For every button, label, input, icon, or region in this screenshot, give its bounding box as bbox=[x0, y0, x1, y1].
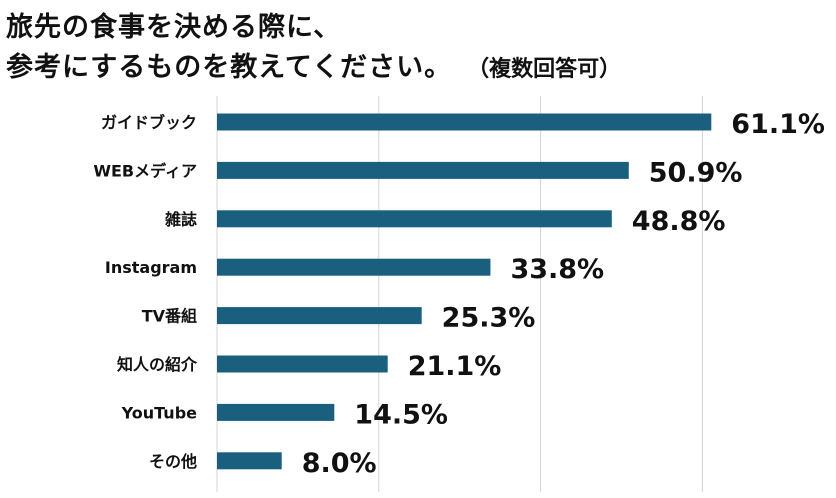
value-label: 61.1% bbox=[731, 109, 825, 140]
category-label: ガイドブック bbox=[101, 113, 197, 132]
chart-title-line-1: 旅先の食事を決める際に、 bbox=[6, 12, 342, 43]
value-label: 48.8% bbox=[632, 206, 726, 237]
bar bbox=[217, 403, 335, 421]
bar bbox=[217, 307, 422, 325]
value-label: 50.9% bbox=[649, 157, 743, 188]
category-label: YouTube bbox=[121, 403, 198, 422]
chart-title-line-2: 参考にするものを教えてください。 （複数回答可） bbox=[6, 48, 826, 90]
value-label: 14.5% bbox=[354, 399, 448, 430]
category-label: Instagram bbox=[105, 258, 197, 277]
value-label: 8.0% bbox=[302, 448, 377, 479]
category-label: WEBメディア bbox=[93, 161, 197, 180]
category-label: TV番組 bbox=[142, 307, 197, 326]
bar bbox=[217, 452, 282, 470]
bar bbox=[217, 210, 612, 228]
category-label: その他 bbox=[149, 452, 197, 471]
gridlines bbox=[378, 96, 703, 492]
chart-title-question: 参考にするものを教えてください。 bbox=[6, 52, 453, 83]
chart-title: 旅先の食事を決める際に、 参考にするものを教えてください。 （複数回答可） bbox=[6, 8, 826, 90]
value-label: 21.1% bbox=[408, 351, 502, 382]
bar bbox=[217, 258, 491, 276]
value-label: 25.3% bbox=[442, 303, 536, 334]
category-label: 雑誌 bbox=[164, 210, 197, 229]
chart-title-note: （複数回答可） bbox=[478, 57, 622, 82]
category-label: 知人の紹介 bbox=[117, 355, 198, 374]
bar bbox=[217, 113, 712, 131]
value-label: 33.8% bbox=[510, 254, 604, 285]
bar bbox=[217, 161, 629, 179]
bar bbox=[217, 355, 388, 373]
